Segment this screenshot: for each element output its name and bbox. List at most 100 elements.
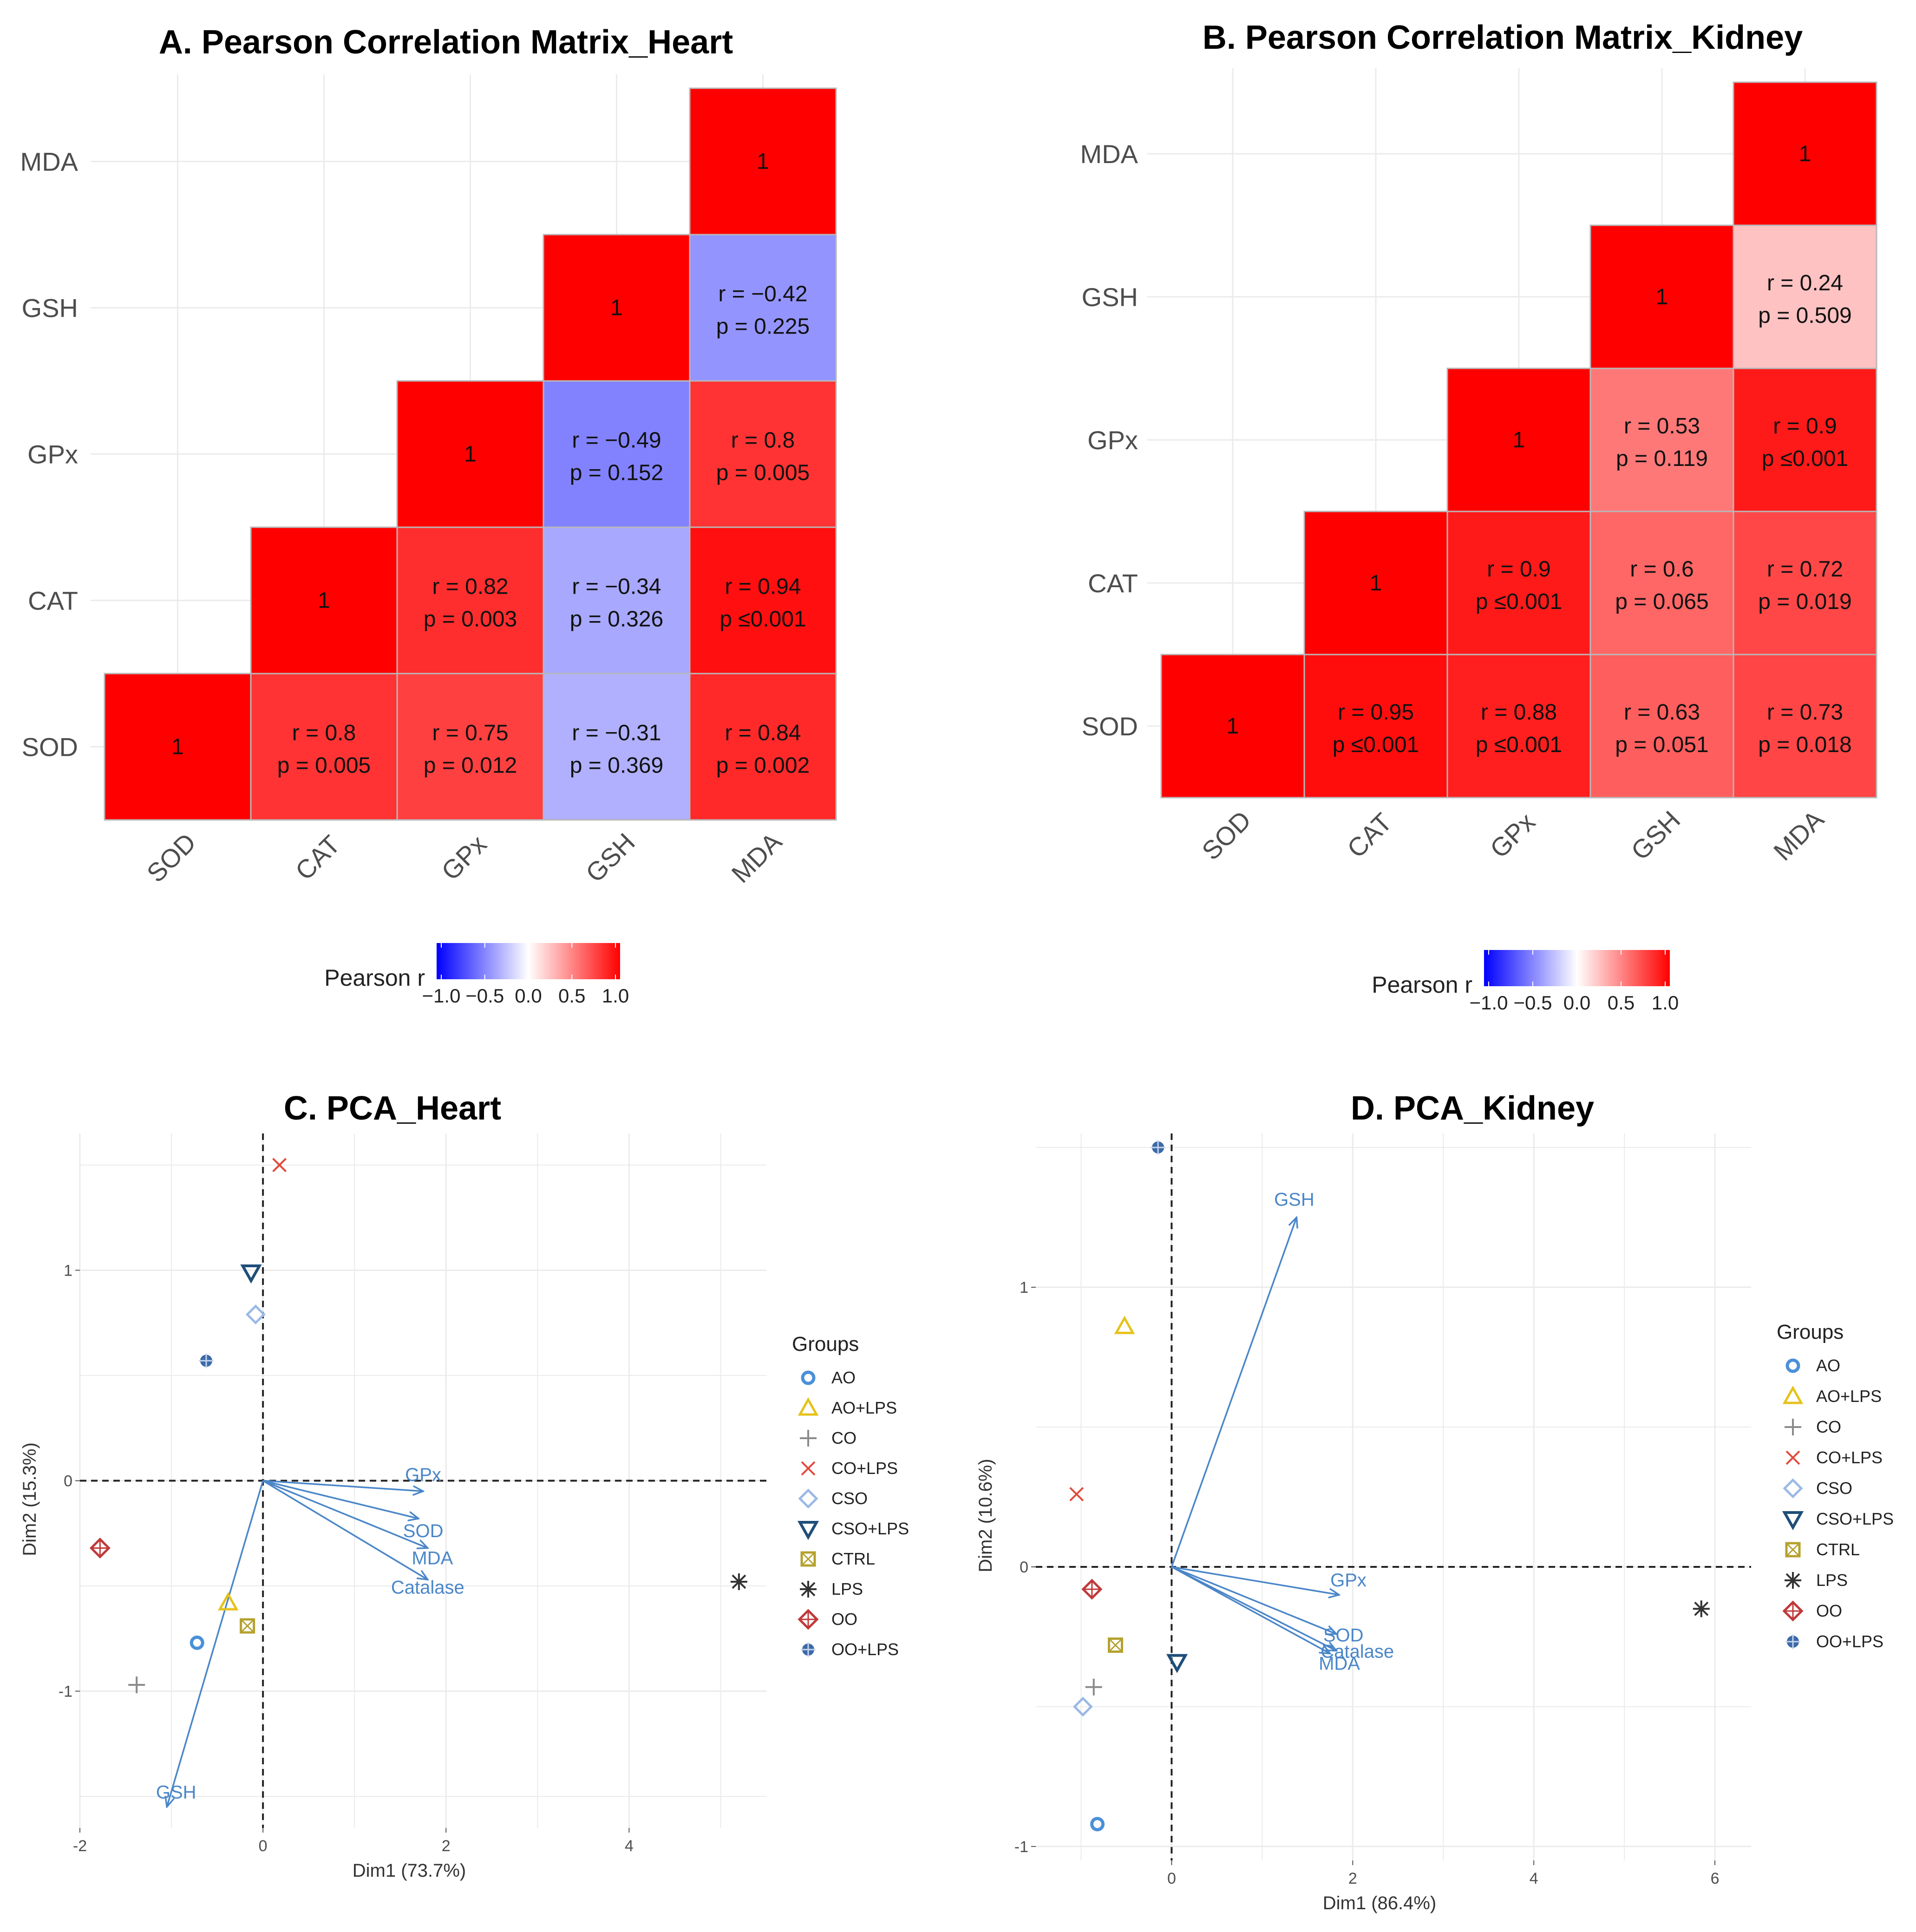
heatmap-cell [1733,81,1877,226]
point-marker [1785,1542,1801,1558]
point-marker [128,1676,145,1693]
point-marker [730,1573,747,1590]
loading-label: GSH [1274,1190,1314,1210]
x-axis-label: MDA [1768,804,1830,866]
heatmap-cell [1446,367,1591,512]
cell-label-r: r = −0.42 [718,282,807,307]
y-axis-label: GSH [22,294,78,323]
loading-label: GPx [1330,1570,1367,1591]
point-marker [245,1304,266,1325]
y-axis-label: SOD [22,733,78,762]
panel-b-title: B. Pearson Correlation Matrix_Kidney [1203,19,1803,56]
cell-label-r: 1 [1227,714,1239,739]
point-marker [1151,1140,1166,1155]
legend-item-label: CO [1816,1417,1841,1436]
legend-title: Pearson r [1372,972,1472,998]
heatmap-cell [1589,511,1734,655]
legend-colorbar [1484,950,1670,986]
cell-label-p: p = 0.152 [570,461,664,485]
point-marker [240,1619,255,1633]
y-axis-label: GSH [1082,282,1138,312]
legend-tick-label: −1.0 [1470,992,1508,1014]
heatmap-cell [1589,367,1734,512]
legend-item-label: CSO [831,1489,868,1508]
x-axis-title: Dim1 (86.4%) [1323,1893,1437,1913]
x-tick-label: 4 [625,1837,634,1855]
point-marker [801,1461,816,1476]
point-marker [1072,1696,1093,1717]
heatmap-cell [1446,654,1591,799]
legend-item-label: AO [831,1368,856,1387]
y-axis-label: SOD [1082,712,1138,741]
heatmap-cell [689,380,837,528]
point-marker [1782,1385,1804,1404]
x-axis-label: GPx [1484,807,1541,864]
panel-c-pca-heart: C. PCA_Heart -2 0 2 4 -1 0 1 Dim1 (73.7%) Dim2 (… [20,1090,909,1881]
legend-item-label: AO [1816,1356,1840,1375]
panel-a-heart-correlation: A. Pearson Correlation Matrix_Heart 1 1 r … [20,24,837,1007]
x-axis-label: SOD [1196,805,1256,865]
legend-tick-label: 0.0 [1563,992,1590,1014]
cell-label-r: r = 0.63 [1624,700,1700,725]
point-marker [1108,1637,1124,1653]
heatmap-cell [689,234,837,382]
legend-item-label: CSO+LPS [1816,1509,1894,1528]
legend-item-label: CSO+LPS [831,1519,909,1538]
cell-label-p: p = 0.012 [424,753,517,778]
legend-title: Pearson r [324,965,425,991]
point-marker [1085,1678,1102,1696]
point-marker [240,1264,262,1284]
heatmap-cell [1733,224,1877,369]
cell-label-r: r = 0.84 [725,721,801,746]
loading-arrow [262,1480,428,1580]
cell-label-p: p ≤0.001 [1476,733,1563,757]
heatmap-cell [104,673,252,821]
point-marker [798,1397,819,1416]
x-axis-label: MDA [726,826,787,888]
point-marker [198,1353,214,1369]
loading-label: SOD [403,1521,444,1541]
cell-label-p: p = 0.065 [1615,589,1709,614]
x-tick-label: 2 [1348,1870,1357,1887]
x-axis-label: CAT [1341,807,1398,864]
loading-label: GSH [156,1782,196,1803]
point-marker [800,1581,817,1598]
loading-arrow [1171,1566,1330,1654]
cell-label-p: p = 0.005 [716,461,810,485]
heatmap-a-cells: 1 1 r = −0.42 p = 0.225 1 r = −0.49 p = 0.152 r… [20,74,837,1007]
heatmap-cell [1446,511,1591,655]
legend-item-label: OO [831,1610,857,1629]
heatmap-cell [543,380,691,528]
x-tick-label: 4 [1530,1870,1538,1887]
heatmap-cell [250,673,398,821]
cell-label-p: p = 0.019 [1758,589,1852,614]
cell-label-p: p = 0.018 [1758,733,1852,757]
legend-colorbar [437,943,620,979]
point-marker [272,1158,287,1172]
cell-label-p: p = 0.509 [1758,303,1852,328]
y-tick-label: 1 [1020,1279,1028,1297]
cell-label-r: r = 0.73 [1767,700,1843,725]
legend-tick-label: 0.5 [558,985,585,1007]
y-tick-label: 0 [1020,1559,1028,1576]
y-tick-label: -1 [59,1683,72,1701]
legend-item-label: OO+LPS [1816,1632,1883,1651]
point-marker [1166,1654,1188,1673]
point-marker [801,1642,816,1657]
panel-b-kidney-correlation: B. Pearson Correlation Matrix_Kidney 1 1 r… [1080,19,1877,1014]
loading-label: Catalase [391,1577,464,1598]
point-marker [1785,1419,1801,1435]
y-axis-title: Dim2 (15.3%) [20,1442,40,1556]
point-marker [1083,1580,1101,1598]
point-marker [1114,1316,1135,1334]
loading-arrow [263,1480,423,1492]
legend-item-label: AO+LPS [831,1398,897,1417]
point-marker [799,1611,817,1628]
y-axis-label: CAT [28,586,78,616]
point-marker [800,1551,816,1567]
loading-label: MDA [412,1548,453,1568]
heatmap-cell [396,526,544,675]
point-marker [1785,1572,1801,1589]
cell-label-r: r = 0.24 [1767,271,1843,295]
